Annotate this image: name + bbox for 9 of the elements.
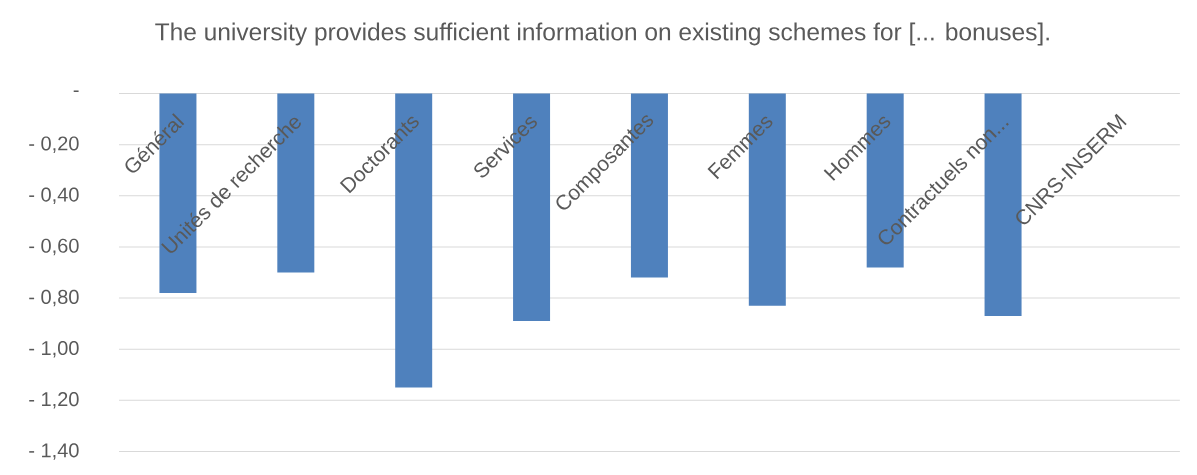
y-tick-label: - 0,80: [29, 289, 79, 307]
y-tick-label: - 0,60: [29, 238, 79, 256]
y-tick-label: - 1,40: [29, 443, 79, 460]
y-tick-label: - 0,20: [29, 136, 79, 153]
y-tick-label: - 1,00: [29, 340, 79, 358]
y-tick-label: - 1,20: [29, 392, 79, 409]
y-tick-label: -: [73, 90, 79, 93]
chart-title: The university provides sufficient information on existing schemes for [... bonuses].: [155, 22, 1049, 46]
y-tick-label: - 0,40: [29, 187, 79, 205]
